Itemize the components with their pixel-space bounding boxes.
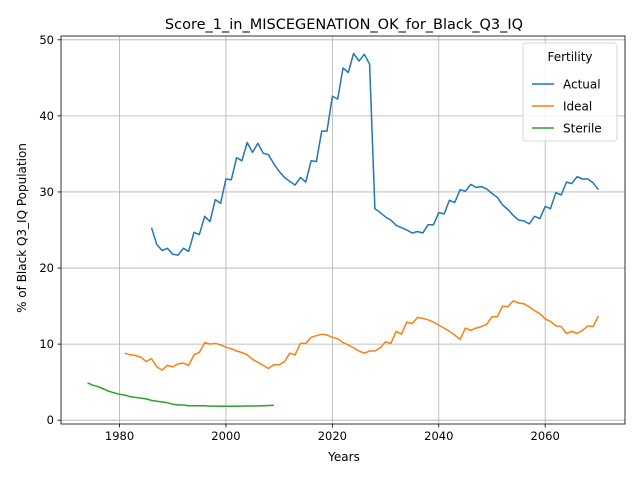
legend-title: Fertility (547, 50, 592, 64)
y-tick-label: 10 (39, 337, 54, 351)
x-tick-label: 2020 (318, 429, 347, 443)
series-line-sterile (87, 382, 274, 408)
y-tick-label: 30 (39, 185, 54, 199)
chart-title: Score_1_in_MISCEGENATION_OK_for_Black_Q3… (165, 17, 523, 33)
x-tick-label: 2000 (211, 429, 240, 443)
x-axis-label: Years (327, 450, 360, 464)
axes-frame (60, 35, 626, 425)
y-tick-label: 20 (39, 261, 54, 275)
x-tick-label: 2060 (531, 429, 560, 443)
series-line-ideal (124, 300, 600, 371)
y-tick-label: 50 (39, 33, 54, 47)
x-tick-label: 2040 (424, 429, 453, 443)
x-tick-label: 1980 (105, 429, 134, 443)
x-axis-ticks: 1980 2000 2020 2040 2060 (105, 424, 560, 443)
legend-label-ideal: Ideal (563, 100, 592, 114)
legend-label-sterile: Sterile (563, 122, 602, 136)
y-tick-label: 0 (47, 413, 54, 427)
series-line-actual (150, 52, 599, 256)
y-tick-label: 40 (39, 109, 54, 123)
legend-label-actual: Actual (563, 78, 601, 92)
legend: Fertility Actual Ideal Sterile (522, 42, 618, 142)
y-axis-label: % of Black Q3_IQ Population (15, 143, 29, 313)
y-axis-ticks: 0 10 20 30 40 50 (39, 33, 61, 427)
series-lines (87, 52, 600, 408)
legend-box (522, 42, 618, 142)
